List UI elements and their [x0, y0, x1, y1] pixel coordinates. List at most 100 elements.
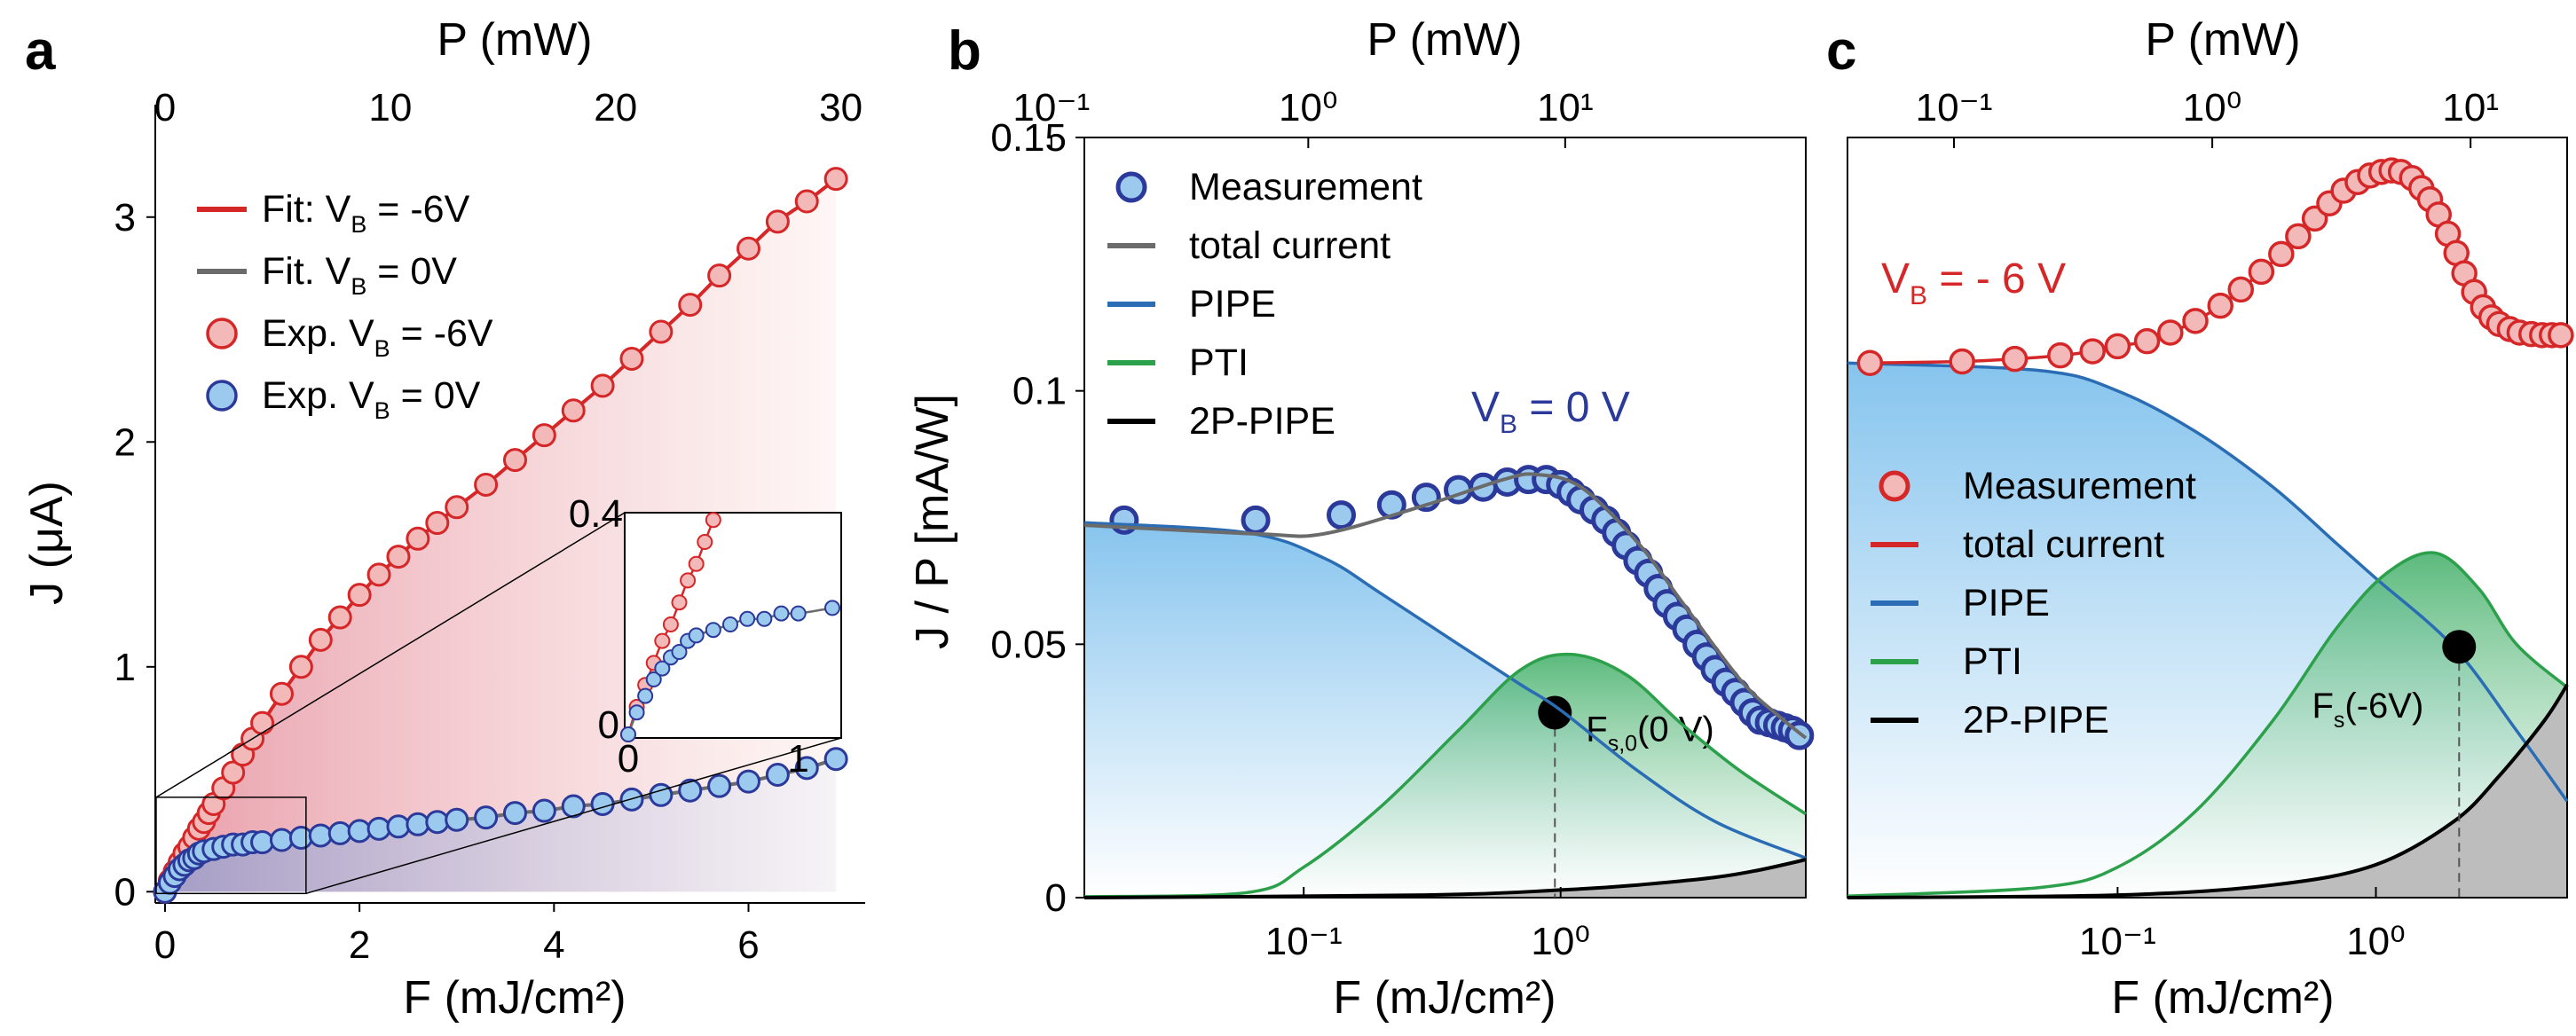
annotation-fs: Fs(-6V): [2312, 687, 2423, 733]
y-tick-label: 1: [114, 646, 136, 689]
inset-point-red: [671, 594, 688, 611]
x-tick-label: 0: [154, 923, 176, 967]
data-point-blue: [445, 807, 469, 832]
panel-b-ylabel: J / P [mA/W]: [907, 394, 958, 649]
data-point-red: [366, 562, 391, 587]
inset-point-blue: [671, 644, 688, 660]
inset-point-red: [705, 512, 721, 529]
twop-fill: [1084, 859, 1806, 898]
data-point-red: [406, 526, 430, 551]
data-point-red: [347, 583, 372, 608]
y-tick-label: 0.15: [990, 116, 1067, 160]
pti-line: [1847, 551, 2569, 899]
inset-point-blue: [654, 660, 671, 677]
fs-marker: [1538, 695, 1572, 730]
x-tick-label: 2: [349, 923, 370, 967]
panel-letter-b: b: [948, 20, 981, 82]
x-tick-label: 10⁻¹: [1265, 920, 1343, 963]
x2-tick-label: 10¹: [1537, 86, 1594, 130]
inset-point-blue: [722, 616, 738, 632]
data-point-blue: [794, 756, 819, 781]
twop-line: [1847, 683, 2569, 899]
legend-label: PTI: [1963, 640, 2022, 683]
data-point-red: [532, 423, 556, 448]
inset-point-red: [680, 572, 697, 589]
x-tick-label: 10⁻¹: [2079, 920, 2156, 963]
twop-fill: [1847, 685, 2567, 898]
annotation-vb: VB = - 6 V: [1881, 255, 2066, 310]
data-point-blue: [590, 791, 615, 816]
data-point-red: [736, 236, 760, 261]
data-point-blue: [707, 773, 732, 798]
inset-point-blue: [688, 627, 705, 644]
x2-tick-label: 20: [594, 86, 637, 130]
total-current-line: [1083, 472, 1808, 740]
panel-letter-a: a: [25, 20, 56, 82]
inset-point-blue: [739, 610, 756, 627]
legend-label: PIPE: [1189, 283, 1276, 326]
legend-label: Fit: VB = -6V: [262, 188, 470, 238]
legend-label: Measurement: [1963, 465, 2196, 507]
pti-fill: [1084, 654, 1806, 898]
plot-frame: [1847, 137, 2568, 899]
annotation-vb: VB = 0 V: [1471, 384, 1630, 439]
data-point: [2182, 308, 2209, 334]
data-point-red: [308, 627, 333, 652]
data-point-blue: [678, 778, 703, 803]
data-point-red: [327, 605, 352, 630]
data-point-red: [823, 167, 848, 192]
data-point-blue: [823, 747, 848, 772]
x2-tick-label: 10⁻¹: [1012, 86, 1090, 130]
data-point-red: [250, 710, 275, 735]
panel-c-chart: 10⁻¹ 10⁰ 10⁻¹ 10⁰ 10¹ Measurement total curre…: [1847, 14, 2574, 1024]
y-tick-label: 0: [1045, 876, 1067, 920]
data-point: [2047, 341, 2074, 369]
data-point: [2248, 258, 2275, 286]
panel-b-xlabel: F (mJ/cm²): [1333, 972, 1556, 1024]
data-point-red: [794, 189, 819, 214]
x2-tick-label: 30: [819, 86, 863, 130]
y-tick-label: 3: [114, 196, 136, 239]
data-point-blue: [269, 828, 294, 852]
inset-point-red: [662, 616, 679, 632]
zoom-connector: [305, 737, 842, 895]
legend-label: Fit. VB = 0V: [262, 250, 457, 300]
x2-tick-label: 10⁻¹: [1916, 86, 1993, 130]
fs-marker: [2442, 630, 2477, 664]
inset-point-blue: [824, 600, 840, 616]
data-point-blue: [765, 762, 790, 787]
zoom-connector: [155, 512, 626, 798]
data-point-red: [474, 472, 499, 497]
data-point-blue: [425, 810, 450, 835]
y-tick-label: 0.1: [1012, 370, 1067, 413]
data-point-red: [561, 398, 586, 423]
panel-c-x2label: P (mW): [2145, 14, 2300, 66]
inset-point-red: [688, 555, 705, 572]
legend-label: Exp. VB = 0V: [262, 374, 481, 424]
data-point: [2157, 319, 2184, 346]
plot-frame: [1083, 137, 1807, 899]
y-tick-label: 0.05: [990, 623, 1067, 666]
zoom-region-box: [155, 797, 307, 895]
x2-tick-label: 10⁰: [1279, 86, 1338, 130]
legend-label: PTI: [1189, 341, 1249, 384]
data-point-red: [221, 760, 246, 785]
data-point-blue: [386, 814, 411, 839]
data-point-red: [445, 495, 469, 520]
inset-point-red: [654, 632, 671, 649]
data-point: [2227, 276, 2255, 303]
pipe-line: [1083, 521, 1807, 860]
data-point-red: [269, 681, 294, 706]
pipe-line: [1847, 361, 2569, 803]
data-point-blue: [561, 794, 586, 819]
data-point-red: [425, 511, 450, 536]
legend-label: total current: [1963, 523, 2164, 566]
data-point-blue: [474, 805, 499, 830]
data-point-red: [386, 545, 411, 569]
legend-label: 2P-PIPE: [1189, 400, 1335, 443]
legend-label: Measurement: [1189, 166, 1422, 208]
data-point-blue: [532, 798, 556, 823]
legend-marker-swatch: [1879, 470, 1910, 502]
data-point: [1949, 348, 1975, 375]
